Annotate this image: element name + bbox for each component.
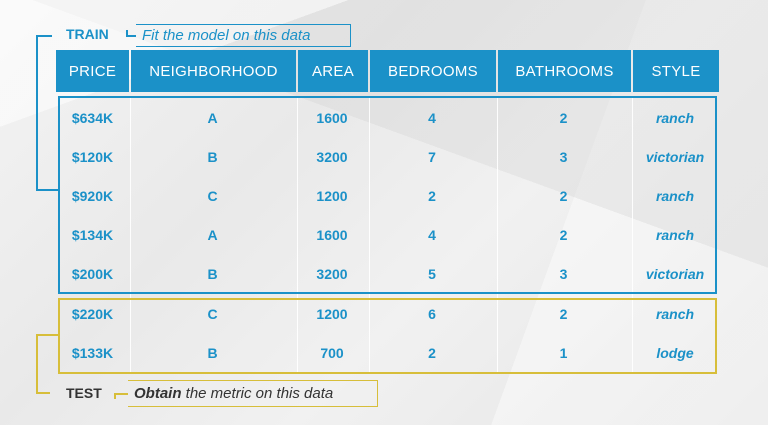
cell-style: ranch: [655, 109, 695, 126]
cell-bathrooms: 2: [559, 109, 568, 126]
cell-neighborhood: C: [207, 187, 218, 204]
column-separator: [297, 96, 298, 374]
cell-area: 3200: [316, 265, 348, 282]
cell-bedrooms: 4: [428, 109, 436, 126]
table-row-train: $200K B 3200 5 3 victorian: [56, 254, 719, 293]
cell-style: ranch: [655, 305, 695, 322]
cell-neighborhood: A: [207, 226, 218, 243]
train-bracket-top: [36, 35, 52, 37]
cell-bedrooms: 2: [428, 344, 436, 361]
header-neighborhood: NEIGHBORHOOD: [131, 50, 296, 92]
test-bracket-vertical: [36, 334, 38, 394]
train-caption: Fit the model on this data: [136, 24, 351, 47]
cell-area: 1600: [316, 109, 348, 126]
cell-bedrooms: 6: [428, 305, 436, 322]
test-bracket-top: [36, 334, 58, 336]
column-separator: [369, 96, 370, 374]
cell-bedrooms: 4: [428, 226, 436, 243]
cell-style: lodge: [656, 344, 694, 361]
cell-bathrooms: 3: [559, 265, 568, 282]
header-price: PRICE: [56, 50, 129, 92]
train-caption-connector: [126, 35, 136, 37]
cell-area: 1200: [316, 187, 348, 204]
cell-bathrooms: 2: [559, 305, 568, 322]
cell-bathrooms: 2: [559, 226, 568, 243]
header-style: STYLE: [633, 50, 719, 92]
table-row-test: $133K B 700 2 1 lodge: [56, 333, 719, 372]
column-separator: [632, 96, 633, 374]
train-bracket-vertical: [36, 35, 38, 191]
train-rows-box: [58, 96, 717, 294]
cell-price: $134K: [71, 226, 114, 243]
train-bracket-bottom: [36, 189, 58, 191]
table-header: PRICE NEIGHBORHOOD AREA BEDROOMS BATHROO…: [56, 50, 719, 92]
cell-price: $120K: [71, 148, 114, 165]
test-caption-connector-tick: [114, 393, 116, 399]
table-row-train: $920K C 1200 2 2 ranch: [56, 176, 719, 215]
table-row-train: $120K B 3200 7 3 victorian: [56, 137, 719, 176]
cell-style: ranch: [655, 187, 695, 204]
cell-bathrooms: 1: [559, 344, 568, 361]
cell-neighborhood: B: [207, 265, 218, 282]
cell-price: $133K: [71, 344, 114, 361]
cell-style: ranch: [655, 226, 695, 243]
cell-area: 3200: [316, 148, 348, 165]
header-bedrooms: BEDROOMS: [370, 50, 496, 92]
cell-style: victorian: [645, 265, 705, 282]
cell-price: $634K: [71, 109, 114, 126]
table-row-test: $220K C 1200 6 2 ranch: [56, 294, 719, 333]
cell-price: $920K: [71, 187, 114, 204]
test-bracket-bottom: [36, 392, 50, 394]
test-caption-connector: [114, 393, 128, 395]
cell-neighborhood: C: [207, 305, 218, 322]
header-bathrooms: BATHROOMS: [498, 50, 631, 92]
cell-bedrooms: 7: [428, 148, 436, 165]
column-separator: [130, 96, 131, 374]
cell-neighborhood: B: [207, 148, 218, 165]
cell-style: victorian: [645, 148, 705, 165]
header-area: AREA: [298, 50, 368, 92]
train-caption-connector-tick: [126, 30, 128, 36]
column-separator: [497, 96, 498, 374]
test-label: TEST: [66, 385, 102, 401]
table-row-train: $634K A 1600 4 2 ranch: [56, 98, 719, 137]
test-rows-box: [58, 298, 717, 374]
cell-area: 1600: [316, 226, 348, 243]
train-label: TRAIN: [66, 26, 109, 42]
cell-bedrooms: 2: [428, 187, 436, 204]
cell-bathrooms: 3: [559, 148, 568, 165]
cell-price: $220K: [71, 305, 114, 322]
cell-neighborhood: A: [207, 109, 218, 126]
cell-area: 1200: [316, 305, 348, 322]
cell-neighborhood: B: [207, 344, 218, 361]
cell-price: $200K: [71, 265, 114, 282]
test-caption-rest: the metric on this data: [181, 385, 334, 402]
cell-area: 700: [320, 344, 344, 361]
table-row-train: $134K A 1600 4 2 ranch: [56, 215, 719, 254]
test-caption-bold: Obtain: [134, 385, 182, 402]
test-caption: Obtain the metric on this data: [128, 380, 378, 407]
cell-bedrooms: 5: [428, 265, 436, 282]
cell-bathrooms: 2: [559, 187, 568, 204]
